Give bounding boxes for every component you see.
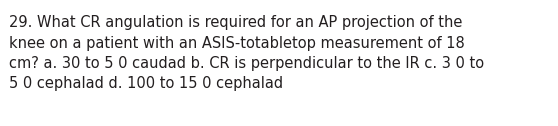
Text: 29. What CR angulation is required for an AP projection of the
knee on a patient: 29. What CR angulation is required for a… (9, 15, 484, 91)
